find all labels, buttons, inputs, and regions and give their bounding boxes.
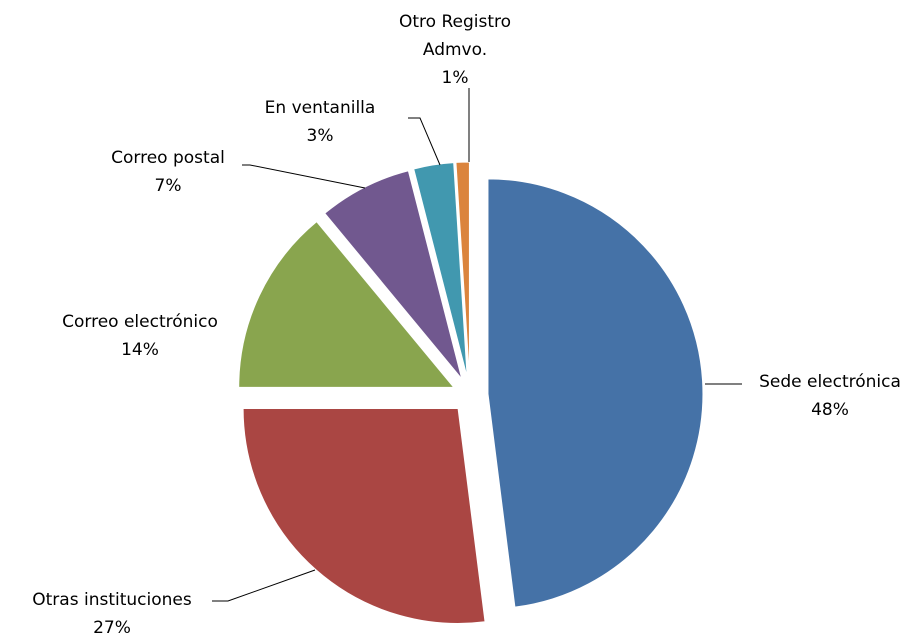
category-label: Correo postal <box>111 148 225 168</box>
slice-label: Sede electrónica 48% <box>759 368 901 424</box>
pie-slice <box>242 408 486 624</box>
category-label: Otras instituciones <box>32 590 192 610</box>
slice-label: Otras instituciones 27% <box>32 586 191 638</box>
leader-line <box>212 569 316 602</box>
value-label: 7% <box>154 176 182 196</box>
slice-label: Correo electrónico 14% <box>62 308 218 364</box>
pie-slice <box>455 161 470 378</box>
slice-label: Correo postal 7% <box>111 144 225 200</box>
pie-slice <box>413 162 468 378</box>
pie-slice <box>238 220 455 388</box>
value-label: 48% <box>811 400 849 420</box>
category-label: Correo electrónico <box>62 312 218 332</box>
pie-slice <box>487 178 704 608</box>
slice-label: En ventanilla 3% <box>265 94 376 150</box>
value-label: 14% <box>121 340 159 360</box>
leader-line <box>242 164 366 189</box>
category-label: En ventanilla <box>264 98 376 118</box>
category-label: Sede electrónica <box>759 372 901 392</box>
value-label: 3% <box>306 126 334 146</box>
leader-line <box>408 117 441 166</box>
value-label: 27% <box>93 618 131 638</box>
slice-label: Otro Registro Admvo. 1% <box>390 8 520 92</box>
category-label: Otro Registro Admvo. <box>398 12 512 60</box>
value-label: 1% <box>441 68 469 88</box>
